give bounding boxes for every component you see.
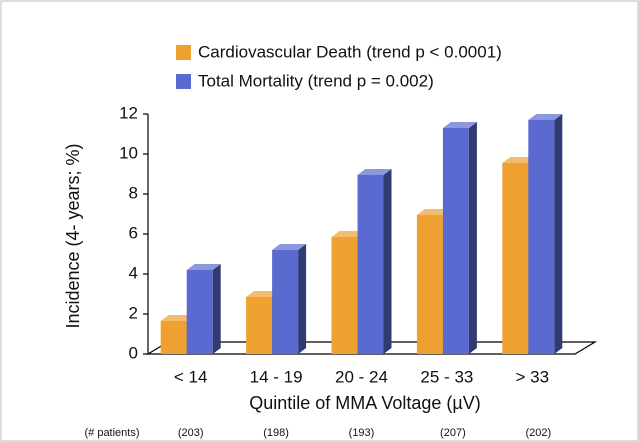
patients-count: (203) bbox=[178, 427, 204, 439]
bar-top bbox=[502, 157, 537, 163]
bar bbox=[331, 237, 358, 354]
bar bbox=[246, 297, 273, 354]
y-tick-label: 10 bbox=[119, 143, 138, 162]
bar bbox=[502, 163, 529, 354]
bar bbox=[528, 120, 555, 354]
bar-top bbox=[246, 291, 281, 297]
bar-top bbox=[416, 209, 451, 215]
y-tick-label: 6 bbox=[129, 223, 138, 242]
x-tick-label: 14 - 19 bbox=[250, 367, 303, 386]
patients-label: (# patients) bbox=[84, 427, 139, 439]
bar-side bbox=[554, 114, 563, 354]
patients-count: (198) bbox=[263, 427, 289, 439]
bar-side bbox=[383, 169, 392, 354]
x-tick-label: 25 - 33 bbox=[420, 367, 473, 386]
bar-top bbox=[442, 122, 477, 128]
legend-swatch bbox=[176, 74, 191, 89]
bar bbox=[357, 175, 384, 354]
bar-top bbox=[186, 264, 221, 270]
patients-count: (207) bbox=[440, 427, 466, 439]
y-tick-label: 2 bbox=[129, 303, 138, 322]
bar-top bbox=[357, 169, 392, 175]
bar-top bbox=[528, 114, 563, 120]
y-axis-title: Incidence (4- years; %) bbox=[63, 143, 83, 328]
bar bbox=[186, 270, 213, 354]
bar bbox=[416, 215, 443, 354]
y-tick-label: 12 bbox=[119, 103, 138, 122]
y-tick-label: 0 bbox=[129, 343, 138, 362]
x-tick-label: > 33 bbox=[516, 367, 550, 386]
legend-label: Total Mortality (trend p = 0.002) bbox=[198, 71, 434, 90]
x-axis-title: Quintile of MMA Voltage (µV) bbox=[249, 393, 480, 413]
bar bbox=[442, 128, 469, 354]
legend-swatch bbox=[176, 45, 191, 60]
bar bbox=[272, 250, 299, 354]
x-tick-label: < 14 bbox=[174, 367, 208, 386]
y-tick-label: 4 bbox=[129, 263, 138, 282]
patients-count: (193) bbox=[349, 427, 375, 439]
bar bbox=[160, 321, 187, 354]
y-tick-label: 8 bbox=[129, 183, 138, 202]
x-tick-label: 20 - 24 bbox=[335, 367, 388, 386]
bar-side bbox=[212, 264, 221, 354]
bar-top bbox=[331, 231, 366, 237]
patients-count: (202) bbox=[525, 427, 551, 439]
bar-side bbox=[298, 244, 307, 354]
bar-side bbox=[468, 122, 477, 354]
bar-top bbox=[272, 244, 307, 250]
legend-label: Cardiovascular Death (trend p < 0.0001) bbox=[198, 42, 502, 61]
bar-top bbox=[160, 315, 195, 321]
